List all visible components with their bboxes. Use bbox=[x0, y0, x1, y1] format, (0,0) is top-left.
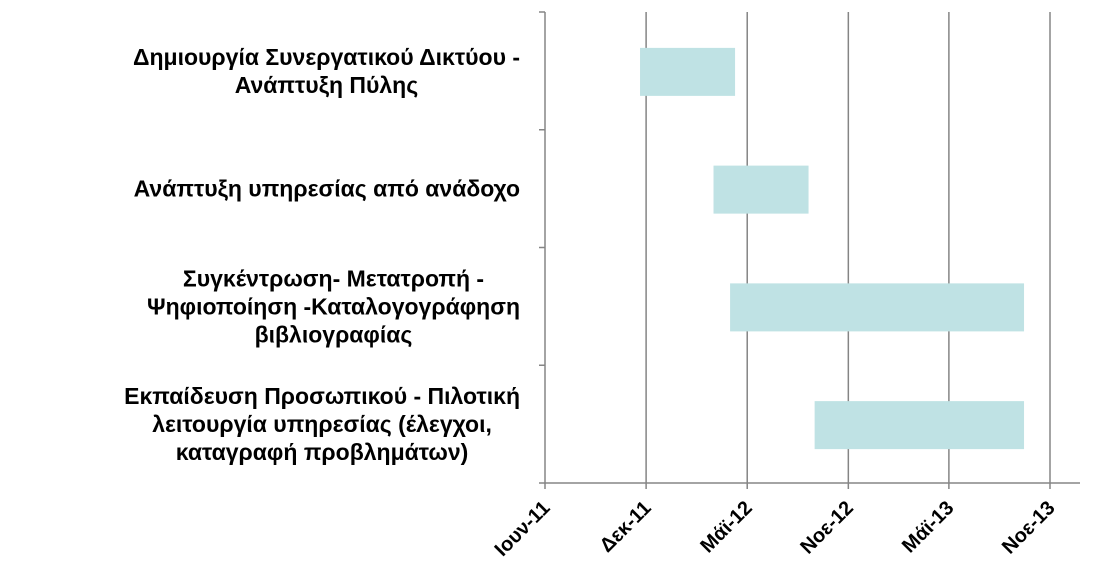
x-tick-label: Δεκ-11 bbox=[596, 497, 656, 557]
x-tick-label: Μάϊ-12 bbox=[696, 497, 756, 557]
x-tick-label: Μάϊ-13 bbox=[898, 497, 958, 557]
bar bbox=[730, 283, 1025, 332]
category-label-line: Ανάπτυξη Πύλης bbox=[235, 72, 418, 98]
category-label: Ανάπτυξη υπηρεσίας από ανάδοχο bbox=[134, 176, 520, 202]
category-label: Εκπαίδευση Προσωπικού - Πιλοτική λειτουργ… bbox=[124, 383, 520, 465]
x-tick-label: Ιουν-11 bbox=[491, 497, 555, 561]
axes bbox=[539, 11, 1080, 489]
category-label-line: λειτουργία υπηρεσίας (έλεγχοι, bbox=[152, 411, 492, 437]
category-labels: Δημιουργία Συνεργατικού Δικτύου -Ανάπτυξ… bbox=[124, 44, 520, 465]
category-label-line: Δημιουργία Συνεργατικού Δικτύου - bbox=[133, 44, 520, 70]
bar bbox=[713, 165, 809, 214]
bar bbox=[640, 47, 736, 96]
category-label-line: Ψηφιοποίηση -Καταλογογράφηση bbox=[147, 293, 520, 319]
category-label-line: Ανάπτυξη υπηρεσίας από ανάδοχο bbox=[134, 176, 520, 202]
x-tick-labels: Ιουν-11 Δεκ-11 Μάϊ-12 Νοε-12 Μάϊ-13 Νοε-13 bbox=[491, 497, 1060, 561]
category-label: Συγκέντρωση- Μετατροπή -Ψηφιοποίηση -Κατ… bbox=[147, 265, 520, 347]
category-label-line: καταγραφή προβλημάτων) bbox=[176, 439, 469, 465]
x-tick-label: Νοε-13 bbox=[998, 497, 1060, 559]
x-tick-label: Νοε-12 bbox=[796, 497, 858, 559]
category-label-line: Εκπαίδευση Προσωπικού - Πιλοτική bbox=[124, 383, 520, 409]
category-label-line: Συγκέντρωση- Μετατροπή - bbox=[183, 265, 484, 291]
category-label: Δημιουργία Συνεργατικού Δικτύου -Ανάπτυξ… bbox=[133, 44, 520, 98]
bars bbox=[640, 47, 1025, 450]
bar bbox=[814, 401, 1025, 450]
category-label-line: βιβλιογραφίας bbox=[255, 321, 413, 347]
